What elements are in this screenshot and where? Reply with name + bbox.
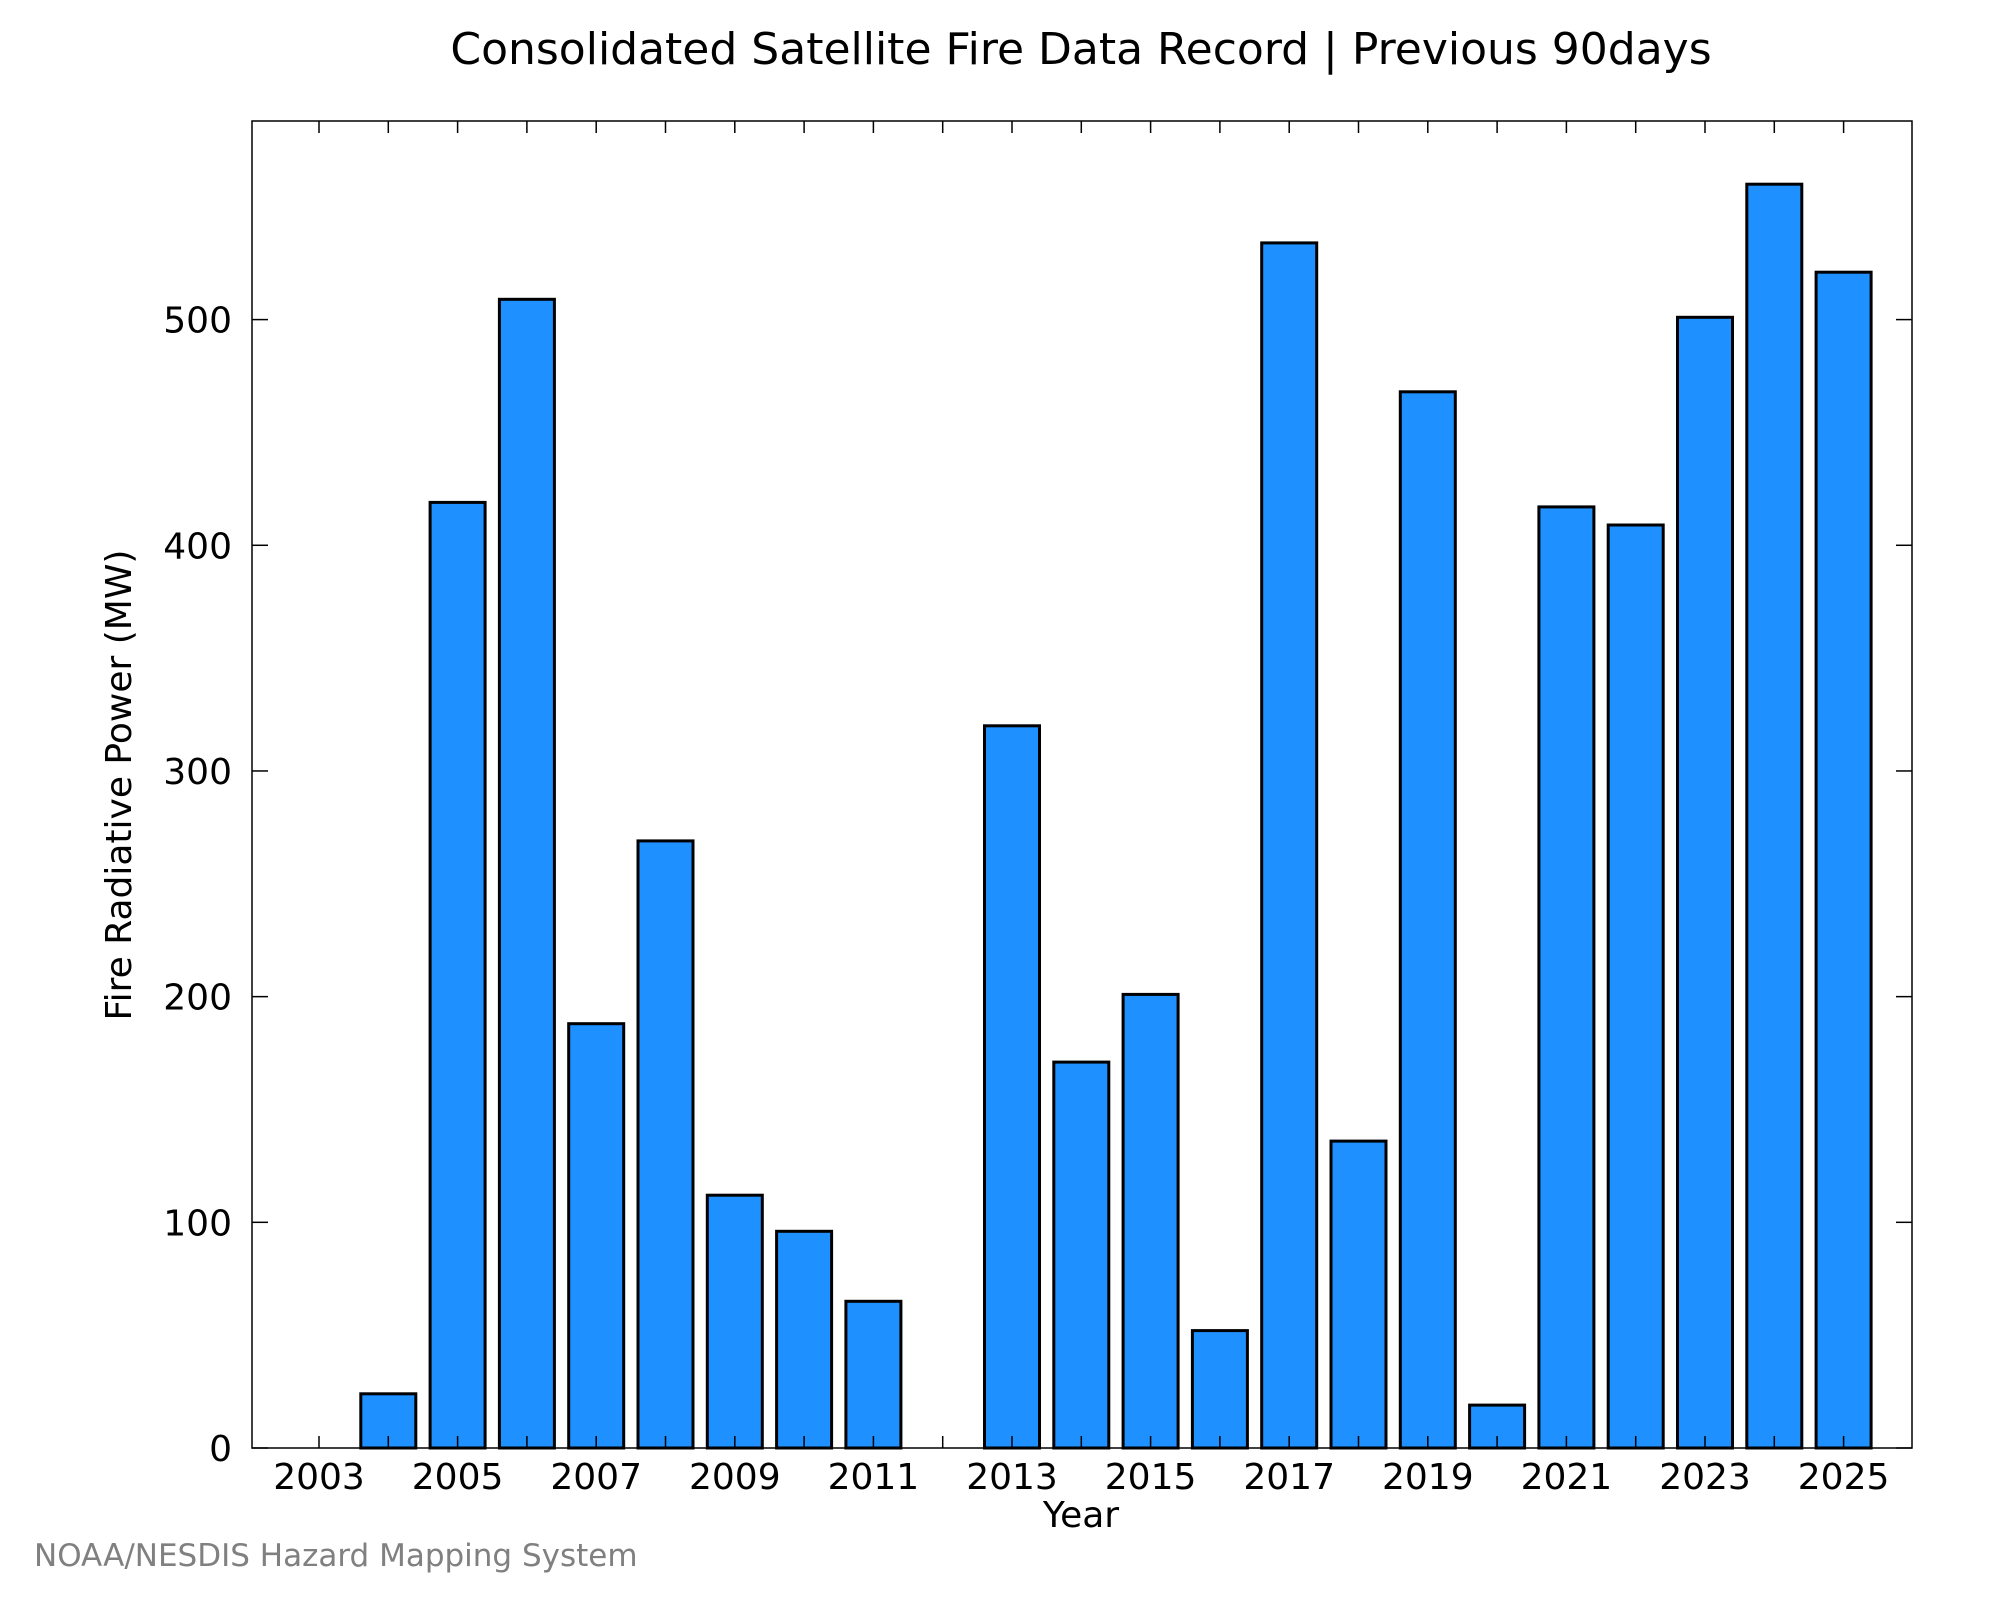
bar-2005 bbox=[428, 500, 487, 1450]
y-tick-label-500: 500 bbox=[163, 301, 232, 342]
bar-2007 bbox=[567, 1022, 626, 1450]
y-tick-label-0: 0 bbox=[209, 1429, 232, 1470]
bar-2015 bbox=[1121, 992, 1180, 1450]
bars bbox=[359, 182, 1873, 1450]
bar-2025 bbox=[1814, 270, 1873, 1450]
y-tick-label-400: 400 bbox=[163, 526, 232, 567]
bar-2008 bbox=[636, 839, 695, 1450]
y-axis: 0 100 200 300 400 500 bbox=[163, 301, 1912, 1470]
bar-2022 bbox=[1606, 523, 1665, 1450]
credit-text: NOAA/NESDIS Hazard Mapping System bbox=[34, 1538, 638, 1574]
x-tick-label-2023: 2023 bbox=[1659, 1457, 1751, 1498]
x-tick-label-2007: 2007 bbox=[550, 1457, 642, 1498]
x-tick-label-2017: 2017 bbox=[1243, 1457, 1335, 1498]
bar-2023 bbox=[1676, 315, 1734, 1450]
x-tick-label-2021: 2021 bbox=[1521, 1457, 1613, 1498]
x-tick-label-2009: 2009 bbox=[689, 1457, 781, 1498]
chart-title: Consolidated Satellite Fire Data Record … bbox=[450, 24, 1711, 75]
bar-2017 bbox=[1260, 241, 1319, 1450]
bar-2021 bbox=[1537, 505, 1596, 1450]
bar-2010 bbox=[775, 1229, 834, 1450]
y-axis-label: Fire Radiative Power (MW) bbox=[99, 550, 140, 1021]
bar-2009 bbox=[705, 1193, 764, 1450]
x-tick-label-2025: 2025 bbox=[1798, 1457, 1890, 1498]
y-tick-label-200: 200 bbox=[163, 978, 232, 1019]
bar-2024 bbox=[1745, 182, 1804, 1450]
x-tick-label-2003: 2003 bbox=[273, 1457, 365, 1498]
bar-2018 bbox=[1329, 1139, 1388, 1450]
bar-2013 bbox=[983, 724, 1041, 1450]
bar-2006 bbox=[497, 297, 556, 1450]
x-tick-label-2005: 2005 bbox=[412, 1457, 504, 1498]
y-tick-label-100: 100 bbox=[163, 1203, 232, 1244]
x-tick-label-2013: 2013 bbox=[966, 1457, 1058, 1498]
x-tick-label-2019: 2019 bbox=[1382, 1457, 1474, 1498]
x-axis-label: Year bbox=[1042, 1495, 1119, 1536]
x-tick-label-2011: 2011 bbox=[828, 1457, 920, 1498]
bar-2016 bbox=[1190, 1329, 1249, 1450]
bar-2014 bbox=[1052, 1060, 1111, 1450]
y-tick-label-300: 300 bbox=[163, 752, 232, 793]
x-axis: 2003 2005 2007 2009 2011 2013 2015 2017 2019 2021… bbox=[273, 121, 1889, 1498]
bar-2019 bbox=[1398, 390, 1457, 1450]
x-tick-label-2015: 2015 bbox=[1105, 1457, 1197, 1498]
bar-2011 bbox=[844, 1299, 903, 1450]
